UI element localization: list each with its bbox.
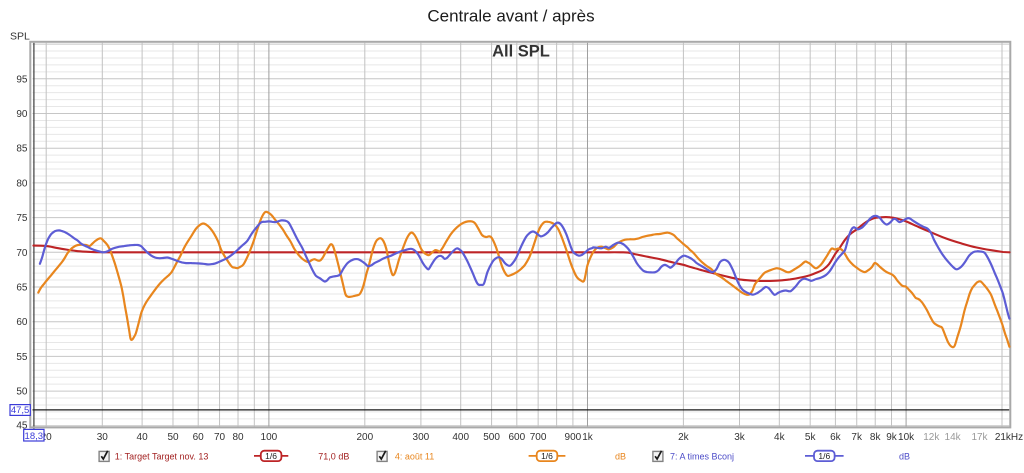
svg-text:7k: 7k: [851, 432, 863, 443]
svg-text:60: 60: [193, 432, 205, 443]
svg-text:1/6: 1/6: [541, 451, 553, 461]
svg-text:1/6: 1/6: [818, 451, 830, 461]
svg-text:40: 40: [137, 432, 149, 443]
svg-text:45: 45: [16, 421, 28, 432]
svg-text:18,3: 18,3: [25, 431, 44, 442]
svg-text:20: 20: [41, 432, 53, 443]
svg-text:30: 30: [97, 432, 109, 443]
svg-text:60: 60: [16, 317, 28, 328]
svg-text:6k: 6k: [830, 432, 842, 443]
svg-text:80: 80: [232, 432, 244, 443]
svg-text:1: Target Target nov. 13: 1: Target Target nov. 13: [115, 452, 209, 462]
svg-text:55: 55: [16, 352, 28, 363]
svg-text:90: 90: [16, 109, 28, 120]
svg-text:1k: 1k: [582, 432, 594, 443]
svg-text:700: 700: [530, 432, 547, 443]
svg-text:All SPL: All SPL: [492, 43, 550, 61]
svg-text:dB: dB: [615, 452, 626, 462]
svg-text:70: 70: [214, 432, 226, 443]
svg-text:12k: 12k: [923, 432, 940, 443]
svg-text:SPL: SPL: [10, 31, 30, 43]
svg-text:21kHz: 21kHz: [995, 432, 1023, 443]
svg-text:80: 80: [16, 178, 28, 189]
svg-text:7: A times Bconj: 7: A times Bconj: [670, 452, 734, 462]
svg-text:500: 500: [483, 432, 500, 443]
svg-text:4: août 11: 4: août 11: [395, 452, 434, 462]
svg-text:2k: 2k: [678, 432, 690, 443]
svg-text:1/6: 1/6: [265, 451, 277, 461]
svg-text:9k: 9k: [886, 432, 898, 443]
svg-text:17k: 17k: [971, 432, 988, 443]
svg-text:70: 70: [16, 248, 28, 259]
svg-text:dB: dB: [899, 452, 910, 462]
svg-text:5k: 5k: [805, 432, 817, 443]
svg-text:71,0 dB: 71,0 dB: [318, 452, 349, 462]
svg-text:900: 900: [565, 432, 582, 443]
svg-text:10k: 10k: [898, 432, 915, 443]
svg-text:75: 75: [16, 213, 28, 224]
svg-text:50: 50: [16, 387, 28, 398]
svg-text:65: 65: [16, 283, 28, 294]
svg-text:600: 600: [508, 432, 525, 443]
svg-text:50: 50: [167, 432, 179, 443]
svg-text:8k: 8k: [870, 432, 882, 443]
svg-text:200: 200: [356, 432, 373, 443]
svg-text:100: 100: [261, 432, 278, 443]
svg-text:300: 300: [413, 432, 430, 443]
svg-text:3k: 3k: [734, 432, 746, 443]
svg-text:400: 400: [452, 432, 469, 443]
svg-text:4k: 4k: [774, 432, 786, 443]
svg-text:Centrale avant / après: Centrale avant / après: [427, 7, 594, 26]
svg-text:14k: 14k: [945, 432, 962, 443]
svg-text:47,5: 47,5: [11, 405, 30, 416]
svg-text:95: 95: [16, 74, 28, 85]
svg-text:85: 85: [16, 144, 28, 155]
